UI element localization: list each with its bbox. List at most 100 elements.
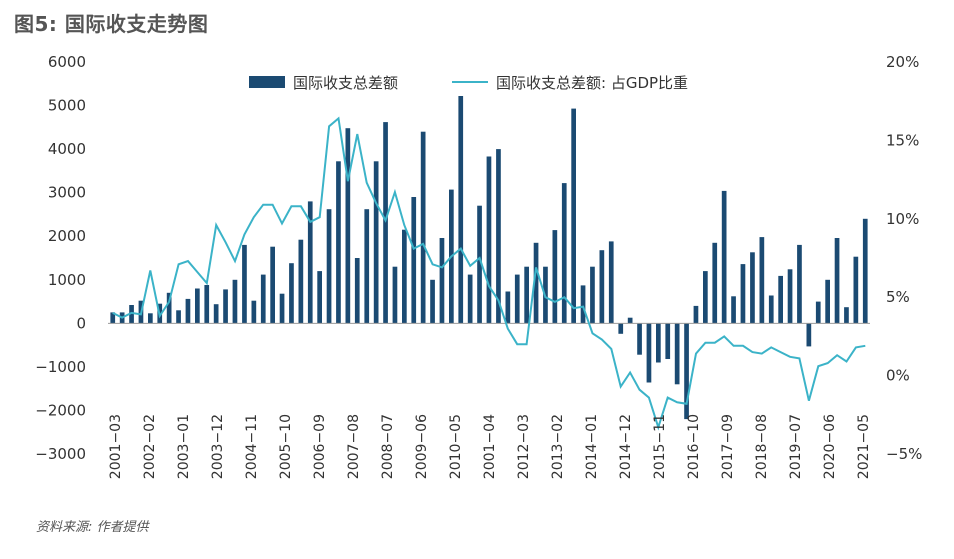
bar (486, 156, 492, 324)
bar (279, 293, 285, 324)
bar (806, 323, 812, 347)
bar (148, 313, 153, 324)
bar (825, 279, 830, 324)
bar (656, 323, 661, 363)
bar (862, 218, 868, 324)
bar (383, 122, 388, 324)
ratio-line-series (112, 116, 866, 431)
left-tick-label: −2000 (35, 401, 86, 419)
bar (270, 246, 275, 324)
x-tick-label: 2020−06 (822, 414, 838, 479)
bar (289, 263, 294, 324)
bar (420, 131, 426, 324)
x-tick-label: 2003−01 (176, 414, 192, 479)
left-tick-label: 0 (76, 314, 86, 332)
right-tick-label: 0% (886, 367, 910, 385)
right-tick-label: 15% (886, 131, 919, 149)
bar (185, 298, 191, 324)
left-axis-ticks: 6000 5000 4000 3000 2000 1000 0 −1000 −2000 −3000 (35, 53, 86, 463)
bar (768, 295, 774, 324)
source-note: 资料来源: 作者提供 (36, 520, 149, 535)
x-tick-label: 2019−07 (788, 414, 804, 479)
legend-label-bar: 国际收支总差额 (293, 74, 398, 92)
bar (571, 108, 576, 324)
bar (778, 275, 783, 324)
bar (411, 197, 417, 324)
bar (354, 258, 360, 324)
bar (797, 244, 802, 324)
right-tick-label: −5% (886, 445, 922, 463)
bar (458, 96, 464, 324)
legend: 国际收支总差额 国际收支总差额: 占GDP比重 (249, 74, 688, 92)
bar (561, 183, 567, 324)
bar (590, 266, 595, 324)
x-tick-label: 2015−11 (652, 414, 668, 479)
bar (815, 301, 821, 324)
bar-series (110, 96, 868, 420)
left-tick-label: 4000 (48, 140, 86, 158)
bar (345, 128, 351, 324)
bar (759, 237, 765, 324)
bar (392, 266, 398, 324)
bar (251, 300, 257, 324)
x-tick-label: 2018−08 (754, 414, 770, 479)
bar (608, 241, 614, 324)
bar (637, 323, 642, 355)
bar (844, 307, 849, 324)
bar (176, 310, 181, 324)
left-tick-label: 3000 (48, 184, 86, 202)
bar (834, 238, 840, 324)
bar (533, 242, 539, 324)
x-tick-label: 2006−09 (312, 414, 328, 479)
bar (430, 279, 435, 324)
bar (665, 323, 671, 359)
x-tick-label: 2013−02 (550, 414, 566, 479)
bar (646, 323, 652, 383)
legend-swatch-bar (249, 76, 285, 88)
bar (703, 271, 708, 324)
bar (787, 269, 793, 324)
x-tick-label: 2016−10 (686, 414, 702, 479)
left-tick-label: 5000 (48, 97, 86, 115)
x-tick-label: 2021−05 (856, 414, 872, 479)
x-tick-label: 2007−08 (346, 414, 362, 479)
bar (721, 190, 727, 324)
x-tick-label: 2001−03 (108, 414, 124, 479)
bar (373, 161, 379, 324)
bar (627, 317, 633, 324)
x-tick-label: 2017−09 (720, 414, 736, 479)
bar (514, 274, 520, 324)
bar (195, 288, 200, 324)
bar (552, 230, 558, 324)
x-tick-label: 2012−03 (516, 414, 532, 479)
bar (326, 209, 332, 324)
bar (674, 323, 680, 385)
bar (402, 229, 407, 324)
bar (166, 292, 172, 324)
left-tick-label: 6000 (48, 53, 86, 71)
left-tick-label: −1000 (35, 358, 86, 376)
bar (204, 285, 210, 324)
bar (129, 305, 134, 324)
right-tick-label: 5% (886, 288, 910, 306)
bar (684, 323, 689, 420)
bar (260, 274, 266, 324)
x-tick-label: 2005−10 (278, 414, 294, 479)
x-tick-label: 2010−05 (448, 414, 464, 479)
bar (110, 312, 116, 324)
bar (693, 305, 699, 324)
bar (618, 323, 624, 334)
bar (242, 244, 247, 324)
x-tick-label: 2004−11 (244, 414, 260, 479)
x-tick-label: 2014−01 (584, 414, 600, 479)
x-axis-ticks: 2001−03 2002−02 2003−01 2003−12 2004−11 2005−… (108, 414, 872, 479)
bar (524, 266, 529, 324)
x-tick-label: 2003−12 (210, 414, 226, 479)
chart-title: 图5: 国际收支走势图 (14, 12, 209, 36)
left-tick-label: 2000 (48, 227, 86, 245)
left-tick-label: 1000 (48, 271, 86, 289)
bar (336, 161, 341, 324)
legend-label-line: 国际收支总差额: 占GDP比重 (496, 74, 688, 92)
bar (439, 238, 445, 324)
